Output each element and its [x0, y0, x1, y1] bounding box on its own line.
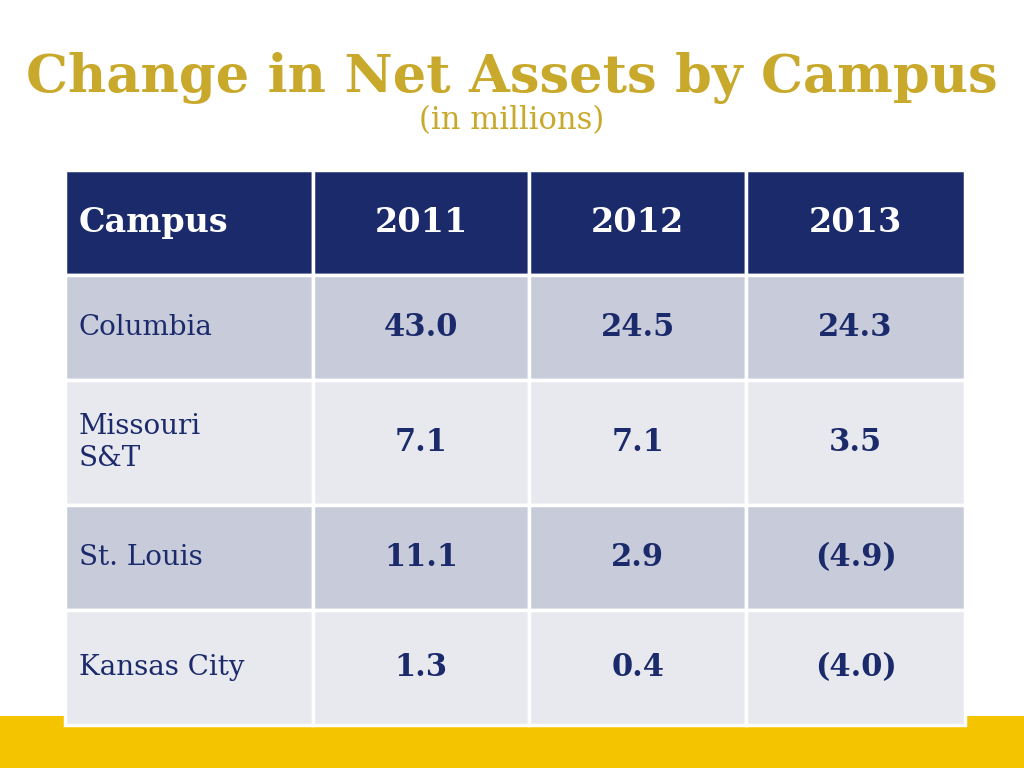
Text: 2.9: 2.9: [611, 542, 665, 573]
Bar: [312, 380, 529, 505]
Bar: [312, 170, 529, 275]
Text: 11.1: 11.1: [384, 542, 458, 573]
Bar: [65, 505, 312, 610]
Bar: [746, 610, 965, 725]
Bar: [746, 505, 965, 610]
Text: St. Louis: St. Louis: [79, 544, 203, 571]
Bar: [529, 610, 746, 725]
Bar: [312, 275, 529, 380]
Bar: [65, 380, 312, 505]
Bar: [65, 275, 312, 380]
Bar: [312, 505, 529, 610]
Text: 3.5: 3.5: [829, 427, 883, 458]
Bar: [65, 170, 312, 275]
Text: 2013: 2013: [809, 206, 902, 239]
Text: Columbia: Columbia: [79, 314, 213, 341]
Text: Kansas City: Kansas City: [79, 654, 245, 681]
Text: 2012: 2012: [591, 206, 684, 239]
Text: 24.5: 24.5: [601, 312, 675, 343]
Text: 1.3: 1.3: [394, 652, 447, 683]
Text: Missouri
S&T: Missouri S&T: [79, 413, 201, 472]
Text: 24.3: 24.3: [818, 312, 893, 343]
Bar: [529, 170, 746, 275]
Bar: [65, 610, 312, 725]
Text: 43.0: 43.0: [384, 312, 458, 343]
Bar: [746, 170, 965, 275]
Bar: [529, 275, 746, 380]
Text: Change in Net Assets by Campus: Change in Net Assets by Campus: [27, 52, 997, 104]
Bar: [529, 380, 746, 505]
Text: 7.1: 7.1: [611, 427, 665, 458]
Bar: [746, 275, 965, 380]
Text: (4.9): (4.9): [815, 542, 897, 573]
Text: (4.0): (4.0): [815, 652, 897, 683]
Bar: [0, 716, 1024, 768]
Text: 0.4: 0.4: [611, 652, 665, 683]
Bar: [746, 380, 965, 505]
Text: 2011: 2011: [374, 206, 468, 239]
Bar: [529, 505, 746, 610]
Bar: [312, 610, 529, 725]
Text: (in millions): (in millions): [420, 105, 604, 136]
Text: Campus: Campus: [79, 206, 228, 239]
Text: 7.1: 7.1: [394, 427, 447, 458]
